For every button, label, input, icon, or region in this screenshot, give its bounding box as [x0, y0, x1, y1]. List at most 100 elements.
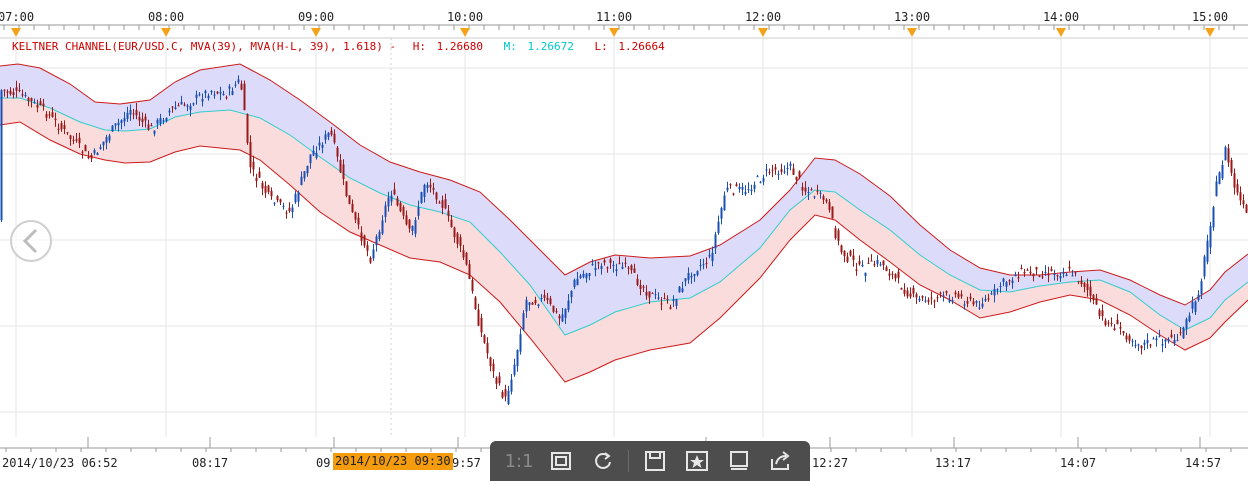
candle-body	[861, 264, 864, 267]
fullscreen-button[interactable]	[722, 446, 756, 476]
candle-body	[600, 266, 603, 270]
candle-body	[366, 245, 369, 251]
candle-body	[339, 160, 342, 173]
candle-body	[393, 189, 396, 195]
candle-body	[225, 97, 228, 99]
candle-body	[117, 122, 120, 126]
candle-body	[78, 137, 81, 144]
candle-body	[585, 273, 588, 279]
candle-body	[246, 114, 249, 143]
candle-body	[876, 260, 879, 264]
candle-body	[195, 94, 198, 98]
candle-body	[1200, 281, 1203, 295]
candle-body	[726, 187, 729, 191]
candle-body	[963, 304, 966, 306]
fit-button[interactable]	[544, 446, 578, 476]
candle-body	[420, 192, 423, 203]
candle-body	[720, 208, 723, 219]
candle-body	[987, 298, 990, 300]
candle-body	[1188, 315, 1191, 322]
candle-body	[783, 171, 786, 173]
candle-body	[222, 93, 225, 95]
indicator-title: KELTNER CHANNEL(EUR/USD.C, MVA(39), MVA(…	[12, 40, 396, 53]
candle-body	[429, 184, 432, 188]
candle-body	[1074, 272, 1077, 274]
candle-body	[1023, 272, 1026, 274]
candle-body	[381, 220, 384, 234]
candle-body	[942, 295, 945, 297]
candle-body	[969, 296, 972, 299]
candle-body	[1164, 339, 1167, 342]
candle-body	[870, 260, 873, 262]
candle-body	[597, 262, 600, 264]
refresh-icon	[595, 452, 612, 469]
candle-body	[993, 289, 996, 296]
candle-body	[186, 105, 189, 107]
candle-body	[981, 303, 984, 307]
actual-size-button[interactable]: 1:1	[502, 446, 536, 476]
candle-body	[501, 392, 504, 398]
candle-body	[387, 197, 390, 207]
candle-body	[738, 186, 741, 189]
candle-body	[789, 163, 792, 166]
candle-body	[810, 189, 813, 191]
candle-body	[564, 308, 567, 318]
candle-body	[39, 101, 42, 105]
candle-body	[825, 199, 828, 202]
candle-body	[1044, 272, 1047, 273]
candle-body	[603, 260, 606, 263]
candle-body	[525, 299, 528, 312]
candle-body	[1209, 226, 1212, 248]
candle-body	[936, 297, 939, 299]
candle-body	[882, 260, 885, 266]
indicator-header: KELTNER CHANNEL(EUR/USD.C, MVA(39), MVA(…	[12, 40, 665, 53]
candle-body	[1113, 328, 1116, 331]
candle-body	[1191, 302, 1194, 309]
candle-body	[927, 299, 930, 302]
favorite-button[interactable]	[680, 446, 714, 476]
candle-body	[489, 357, 492, 367]
candle-body	[537, 304, 540, 306]
chevron-left-icon	[22, 228, 38, 254]
candle-body	[1176, 339, 1179, 341]
candle-body	[1095, 298, 1098, 305]
candle-body	[654, 294, 657, 296]
bottom-tick-label: 14:07	[1060, 456, 1096, 470]
candle-body	[66, 132, 69, 134]
candle-body	[249, 141, 252, 168]
candle-body	[642, 286, 645, 288]
candle-body	[279, 199, 282, 203]
candle-body	[528, 302, 531, 305]
candle-body	[255, 177, 258, 182]
candle-body	[141, 118, 144, 122]
candle-body	[648, 291, 651, 298]
candle-body	[240, 83, 243, 90]
candle-body	[378, 231, 381, 240]
candle-body	[1008, 280, 1011, 282]
candle-body	[171, 106, 174, 108]
candle-body	[858, 261, 861, 265]
candle-body	[90, 155, 93, 159]
candle-body	[885, 267, 888, 271]
candle-body	[1245, 204, 1248, 213]
candle-body	[24, 95, 27, 97]
refresh-button[interactable]	[586, 446, 620, 476]
candle-body	[948, 300, 951, 302]
candle-body	[912, 288, 915, 294]
share-button[interactable]	[764, 446, 798, 476]
candle-body	[369, 257, 372, 263]
top-axis-bg	[0, 0, 1248, 38]
candle-body	[639, 285, 642, 289]
candle-body	[660, 303, 663, 305]
candle-body	[1212, 207, 1215, 228]
candle-body	[237, 79, 240, 83]
candle-body	[354, 212, 357, 220]
candle-body	[162, 120, 165, 122]
candle-body	[1089, 286, 1092, 296]
candle-body	[507, 390, 510, 405]
candle-body	[132, 113, 135, 115]
candle-body	[1002, 278, 1005, 282]
save-button[interactable]	[638, 446, 672, 476]
previous-nav-button[interactable]	[10, 220, 52, 262]
